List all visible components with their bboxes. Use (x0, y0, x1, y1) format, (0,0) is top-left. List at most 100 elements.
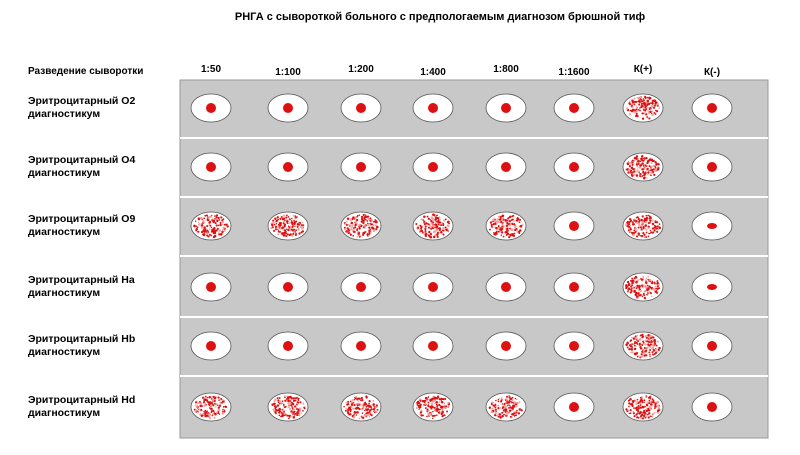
particle (274, 217, 277, 220)
particle (637, 289, 640, 291)
particle (426, 415, 428, 418)
particle (209, 220, 212, 223)
particle (648, 402, 651, 405)
particle (514, 411, 516, 413)
particle (362, 234, 364, 236)
particle (375, 404, 378, 407)
particle (294, 233, 297, 237)
particle (508, 409, 512, 412)
particle (654, 351, 658, 354)
particle (276, 409, 280, 412)
particle (505, 398, 508, 401)
particle (447, 403, 450, 406)
particle (438, 218, 441, 221)
particle (367, 223, 370, 226)
particle (517, 412, 521, 415)
particle (627, 227, 630, 230)
particle (214, 218, 216, 220)
particle (419, 412, 422, 416)
particle (219, 223, 222, 227)
particle (515, 219, 518, 222)
particle (633, 103, 636, 106)
particle (648, 226, 651, 228)
particle (645, 231, 648, 234)
particle (641, 175, 644, 177)
particle (646, 116, 648, 118)
particle (628, 409, 631, 412)
particle (272, 225, 275, 227)
particle (277, 233, 280, 236)
particle (504, 230, 508, 234)
particle (364, 408, 367, 411)
particle (225, 223, 228, 226)
particle (292, 416, 296, 419)
particle (508, 406, 510, 409)
particle (645, 218, 648, 221)
particle (303, 406, 306, 409)
particle (649, 349, 652, 352)
particle (364, 413, 367, 417)
particle (656, 168, 660, 171)
particle (518, 401, 521, 404)
particle (633, 347, 637, 351)
particle (211, 398, 215, 402)
particle (285, 214, 288, 217)
particle (515, 403, 517, 406)
particle (513, 415, 516, 417)
particle (442, 226, 445, 229)
particle (443, 414, 446, 417)
particle (651, 227, 654, 230)
particle (429, 233, 433, 236)
particle (501, 214, 505, 218)
particle (292, 214, 295, 217)
particle (645, 286, 648, 289)
particle (643, 235, 646, 239)
particle (647, 334, 650, 337)
particle (204, 409, 207, 412)
sediment-dot (501, 341, 511, 351)
particle (447, 230, 449, 232)
particle (651, 347, 654, 349)
particle (488, 406, 492, 409)
particle (195, 227, 198, 231)
particle (639, 404, 642, 406)
particle (645, 108, 648, 110)
particle (345, 230, 348, 233)
particle (511, 409, 514, 412)
particle (443, 402, 446, 405)
particle (641, 333, 644, 336)
particle (652, 400, 655, 404)
particle (508, 402, 511, 405)
particle (298, 232, 301, 235)
particle (636, 401, 639, 404)
particle (635, 408, 638, 411)
particle (647, 235, 650, 238)
particle (416, 400, 420, 403)
particle (648, 405, 652, 409)
row-label: Эритроцитарный О4 (28, 154, 135, 166)
particle (636, 221, 639, 224)
particle (440, 397, 443, 400)
particle (643, 294, 646, 297)
particle (288, 218, 291, 221)
particle (217, 408, 221, 412)
sediment-dot (356, 341, 366, 351)
particle (632, 289, 635, 292)
particle (637, 167, 639, 169)
particle (636, 230, 638, 232)
particle (282, 220, 285, 223)
particle (288, 417, 290, 420)
particle (354, 224, 357, 227)
particle (417, 226, 419, 229)
particle (424, 225, 427, 228)
particle (208, 413, 211, 416)
particle (510, 223, 512, 226)
particle (652, 288, 655, 290)
particle (632, 410, 635, 413)
particle (422, 219, 425, 221)
particle (343, 228, 346, 231)
particle (507, 217, 510, 220)
particle (504, 408, 508, 411)
table-background (179, 79, 769, 439)
particle (638, 103, 641, 106)
